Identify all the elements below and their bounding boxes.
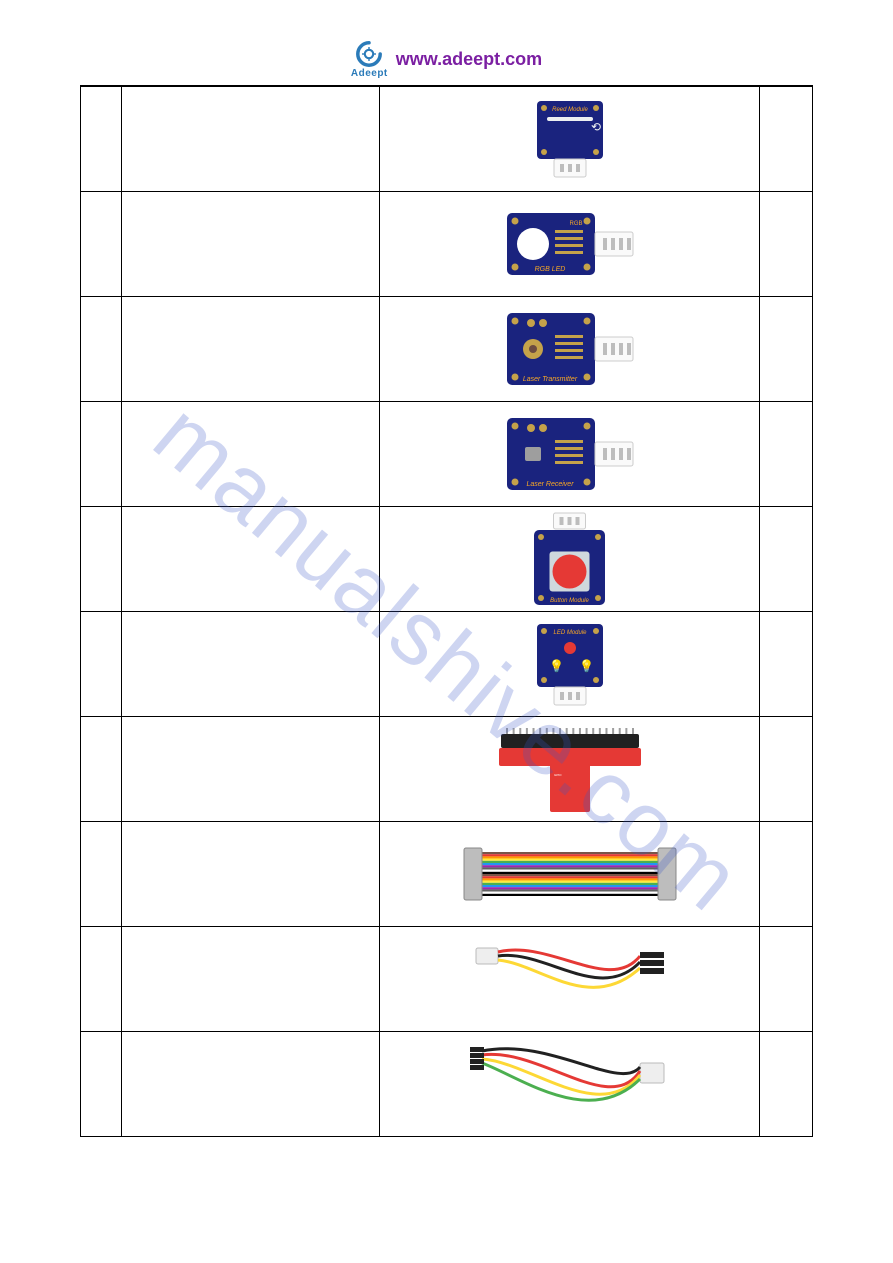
- cell-name: [121, 1032, 380, 1137]
- module-illustration: Button Module: [380, 507, 759, 611]
- cell-image: GPIO: [380, 717, 760, 822]
- svg-text:Laser Receiver: Laser Receiver: [526, 481, 574, 488]
- svg-text:RGB LED: RGB LED: [534, 266, 565, 273]
- table-row: Laser Receiver: [81, 402, 813, 507]
- table-row: LED Module 💡 💡: [81, 612, 813, 717]
- cell-name: [121, 717, 380, 822]
- header-url[interactable]: www.adeept.com: [396, 49, 542, 70]
- cell-name: [121, 927, 380, 1032]
- svg-text:LED Module: LED Module: [553, 630, 587, 636]
- svg-text:⟲: ⟲: [591, 120, 601, 134]
- cell-name: [121, 402, 380, 507]
- cell-qty: [760, 927, 813, 1032]
- module-illustration: [380, 822, 759, 926]
- cell-image: Laser Transmitter: [380, 297, 760, 402]
- module-illustration: Laser Transmitter: [380, 297, 759, 401]
- module-illustration: [380, 1032, 759, 1136]
- cell-number: [81, 192, 122, 297]
- cell-name: [121, 822, 380, 927]
- cell-image: Laser Receiver: [380, 402, 760, 507]
- table-row: [81, 1032, 813, 1137]
- module-illustration: LED Module 💡 💡: [380, 612, 759, 716]
- svg-text:RGB: RGB: [569, 221, 582, 227]
- module-illustration: RGB RGB LED: [380, 192, 759, 296]
- cell-qty: [760, 297, 813, 402]
- cell-image: [380, 822, 760, 927]
- module-illustration: Reed Module ⟲: [380, 87, 759, 191]
- cell-image: RGB RGB LED: [380, 192, 760, 297]
- cell-name: [121, 297, 380, 402]
- logo-label: Adeept: [351, 68, 388, 79]
- svg-text:Laser Transmitter: Laser Transmitter: [523, 376, 578, 383]
- page-header: Adeept www.adeept.com: [80, 40, 813, 86]
- cell-image: [380, 927, 760, 1032]
- table-row: [81, 822, 813, 927]
- parts-table: Reed Module ⟲ RGB RGB LED: [80, 86, 813, 1137]
- cell-qty: [760, 192, 813, 297]
- module-illustration: Laser Receiver: [380, 402, 759, 506]
- table-row: RGB RGB LED: [81, 192, 813, 297]
- table-row: [81, 927, 813, 1032]
- svg-text:💡: 💡: [579, 659, 594, 673]
- cell-name: [121, 507, 380, 612]
- cell-name: [121, 612, 380, 717]
- cell-name: [121, 192, 380, 297]
- cell-number: [81, 1032, 122, 1137]
- page: Adeept www.adeept.com manualshive.com Re…: [0, 0, 893, 1197]
- svg-text:💡: 💡: [549, 659, 564, 673]
- cell-number: [81, 717, 122, 822]
- cell-qty: [760, 507, 813, 612]
- module-illustration: [380, 927, 759, 1031]
- table-row: Reed Module ⟲: [81, 87, 813, 192]
- cell-qty: [760, 822, 813, 927]
- cell-qty: [760, 612, 813, 717]
- svg-text:Button Module: Button Module: [550, 598, 589, 604]
- logo: Adeept: [351, 40, 388, 79]
- gear-c-icon: [355, 40, 383, 68]
- cell-image: Button Module: [380, 507, 760, 612]
- cell-image: Reed Module ⟲: [380, 87, 760, 192]
- cell-name: [121, 87, 380, 192]
- table-row: GPIO: [81, 717, 813, 822]
- svg-text:GPIO: GPIO: [554, 773, 562, 777]
- module-illustration: GPIO: [380, 717, 759, 821]
- table-row: Laser Transmitter: [81, 297, 813, 402]
- svg-text:Reed Module: Reed Module: [552, 107, 588, 113]
- cell-number: [81, 297, 122, 402]
- cell-number: [81, 822, 122, 927]
- cell-qty: [760, 87, 813, 192]
- cell-number: [81, 612, 122, 717]
- cell-image: LED Module 💡 💡: [380, 612, 760, 717]
- cell-number: [81, 87, 122, 192]
- cell-number: [81, 927, 122, 1032]
- cell-qty: [760, 402, 813, 507]
- cell-qty: [760, 1032, 813, 1137]
- cell-qty: [760, 717, 813, 822]
- table-row: Button Module: [81, 507, 813, 612]
- cell-number: [81, 507, 122, 612]
- cell-number: [81, 402, 122, 507]
- cell-image: [380, 1032, 760, 1137]
